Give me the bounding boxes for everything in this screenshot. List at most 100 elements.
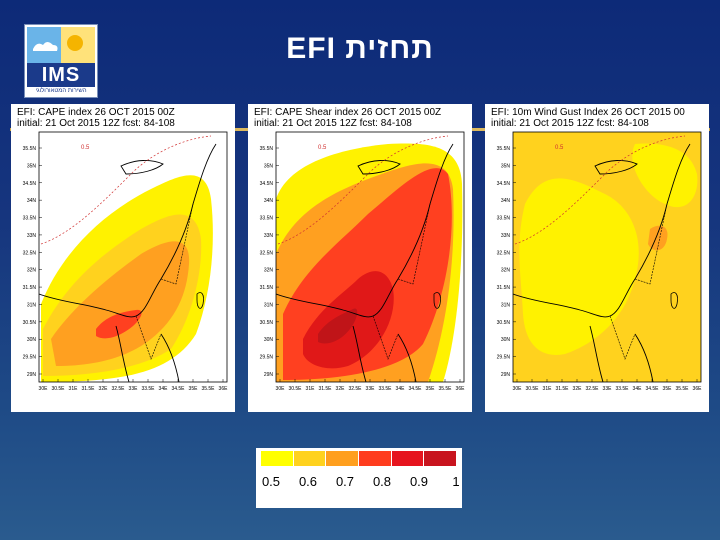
lat-tick-label: 34.5N bbox=[23, 181, 37, 187]
gulf-outline bbox=[589, 325, 654, 382]
coastline bbox=[513, 143, 691, 318]
lat-tick-label: 30.5N bbox=[260, 320, 274, 326]
lon-tick-label: 30.5E bbox=[525, 386, 539, 392]
contour-line bbox=[277, 135, 449, 245]
page-title: תחזית EFI bbox=[286, 32, 434, 65]
lat-tick-label: 32.5N bbox=[260, 250, 274, 256]
lat-tick-label: 34N bbox=[27, 198, 37, 204]
lat-tick-label: 31.5N bbox=[23, 285, 37, 291]
cyprus-outline bbox=[120, 160, 164, 175]
lon-tick-label: 31.5E bbox=[318, 386, 332, 392]
efi-shading-region bbox=[519, 178, 639, 355]
lat-tick-label: 33.5N bbox=[497, 216, 511, 222]
map-panel-cape-shear: EFI: CAPE Shear index 26 OCT 2015 00Z in… bbox=[248, 104, 472, 412]
weather-logo-icon bbox=[27, 27, 95, 63]
map-panel-wind-gust: EFI: 10m Wind Gust Index 26 OCT 2015 00 … bbox=[485, 104, 709, 412]
legend-label: 0.6 bbox=[298, 474, 318, 489]
lat-tick-label: 34N bbox=[264, 198, 274, 204]
lat-tick-label: 29N bbox=[264, 372, 274, 378]
lon-tick-label: 32E bbox=[99, 386, 109, 392]
legend-label: 0.7 bbox=[335, 474, 355, 489]
lon-tick-label: 35.5E bbox=[201, 386, 215, 392]
lat-tick-label: 35.5N bbox=[23, 146, 37, 152]
logo-text: IMS bbox=[27, 63, 95, 87]
lat-tick-label: 32N bbox=[27, 268, 37, 274]
lon-tick-label: 33E bbox=[603, 386, 613, 392]
lon-tick-label: 35E bbox=[663, 386, 673, 392]
lat-tick-label: 31N bbox=[27, 302, 37, 308]
lat-tick-label: 35.5N bbox=[497, 146, 511, 152]
lon-tick-label: 36E bbox=[693, 386, 703, 392]
legend-swatch bbox=[326, 451, 358, 466]
border-line bbox=[372, 203, 431, 360]
panel-subtitle: initial: 21 Oct 2015 12Z fcst: 84-108 bbox=[254, 118, 412, 129]
lon-tick-label: 32.5E bbox=[111, 386, 125, 392]
lat-tick-label: 31N bbox=[501, 302, 511, 308]
map-svg: 0.5 35.5N 35N 34.5N 34N 33.5N 33N 32.5N 32N 31.5N… bbox=[260, 131, 465, 392]
legend-label: 0.5 bbox=[261, 474, 281, 489]
dead-sea-outline bbox=[670, 292, 678, 309]
lat-tick-label: 30N bbox=[27, 337, 37, 343]
coastline bbox=[39, 143, 217, 318]
panel-subtitle: initial: 21 Oct 2015 12Z fcst: 84-108 bbox=[17, 118, 175, 129]
legend-swatch bbox=[359, 451, 391, 466]
lon-tick-label: 31.5E bbox=[555, 386, 569, 392]
lat-tick-label: 35N bbox=[27, 163, 37, 169]
panel-header: EFI: CAPE Shear index 26 OCT 2015 00Z in… bbox=[254, 107, 470, 129]
dead-sea-outline bbox=[433, 292, 441, 309]
legend-swatch bbox=[424, 451, 456, 466]
cyprus-outline bbox=[357, 160, 401, 175]
lon-tick-label: 30E bbox=[276, 386, 286, 392]
lat-tick-label: 29.5N bbox=[23, 355, 37, 361]
contour-label: 0.5 bbox=[555, 145, 564, 151]
lon-tick-label: 34.5E bbox=[645, 386, 659, 392]
lon-tick-label: 34E bbox=[159, 386, 169, 392]
contour-label: 0.5 bbox=[318, 145, 327, 151]
lat-tick-label: 31.5N bbox=[260, 285, 274, 291]
lat-tick-label: 33N bbox=[27, 233, 37, 239]
lat-tick-label: 33N bbox=[264, 233, 274, 239]
lat-tick-label: 30.5N bbox=[497, 320, 511, 326]
map-panel-cape: EFI: CAPE index 26 OCT 2015 00Z initial:… bbox=[11, 104, 235, 412]
legend-label: 0.8 bbox=[372, 474, 392, 489]
lon-tick-label: 33.5E bbox=[378, 386, 392, 392]
color-legend: 0.5 0.6 0.7 0.8 0.9 1 bbox=[256, 448, 462, 508]
lon-tick-label: 30.5E bbox=[288, 386, 302, 392]
lon-tick-label: 35E bbox=[189, 386, 199, 392]
lat-tick-label: 33.5N bbox=[23, 216, 37, 222]
lat-tick-label: 32.5N bbox=[497, 250, 511, 256]
lat-tick-label: 29N bbox=[501, 372, 511, 378]
efi-shading-region bbox=[51, 241, 190, 366]
efi-shading-region bbox=[632, 143, 698, 208]
lat-tick-label: 29.5N bbox=[497, 355, 511, 361]
lon-tick-label: 32.5E bbox=[348, 386, 362, 392]
border-line bbox=[609, 203, 668, 360]
lat-tick-label: 29.5N bbox=[260, 355, 274, 361]
lat-tick-label: 33N bbox=[501, 233, 511, 239]
lat-tick-label: 30N bbox=[264, 337, 274, 343]
border-line bbox=[135, 203, 194, 360]
lat-tick-label: 31.5N bbox=[497, 285, 511, 291]
lon-tick-label: 30E bbox=[513, 386, 523, 392]
contour-line bbox=[514, 135, 686, 245]
lat-tick-label: 32N bbox=[501, 268, 511, 274]
lat-tick-label: 32.5N bbox=[23, 250, 37, 256]
lat-tick-label: 35N bbox=[501, 163, 511, 169]
panel-title: EFI: CAPE Shear index 26 OCT 2015 00Z bbox=[254, 107, 442, 118]
lat-tick-label: 34.5N bbox=[497, 181, 511, 187]
lon-tick-label: 31E bbox=[306, 386, 316, 392]
lat-tick-label: 35.5N bbox=[260, 146, 274, 152]
lon-tick-label: 33.5E bbox=[141, 386, 155, 392]
dead-sea-outline bbox=[196, 292, 204, 309]
lat-tick-label: 30.5N bbox=[23, 320, 37, 326]
legend-label: 0.9 bbox=[409, 474, 429, 489]
lat-tick-label: 31N bbox=[264, 302, 274, 308]
legend-swatch bbox=[261, 451, 293, 466]
legend-swatch bbox=[391, 451, 424, 466]
lon-tick-label: 30.5E bbox=[51, 386, 65, 392]
lon-tick-label: 34.5E bbox=[408, 386, 422, 392]
lon-tick-label: 33E bbox=[366, 386, 376, 392]
lon-tick-label: 36E bbox=[219, 386, 229, 392]
efi-shading-region bbox=[318, 308, 358, 344]
contour-line bbox=[40, 135, 212, 245]
